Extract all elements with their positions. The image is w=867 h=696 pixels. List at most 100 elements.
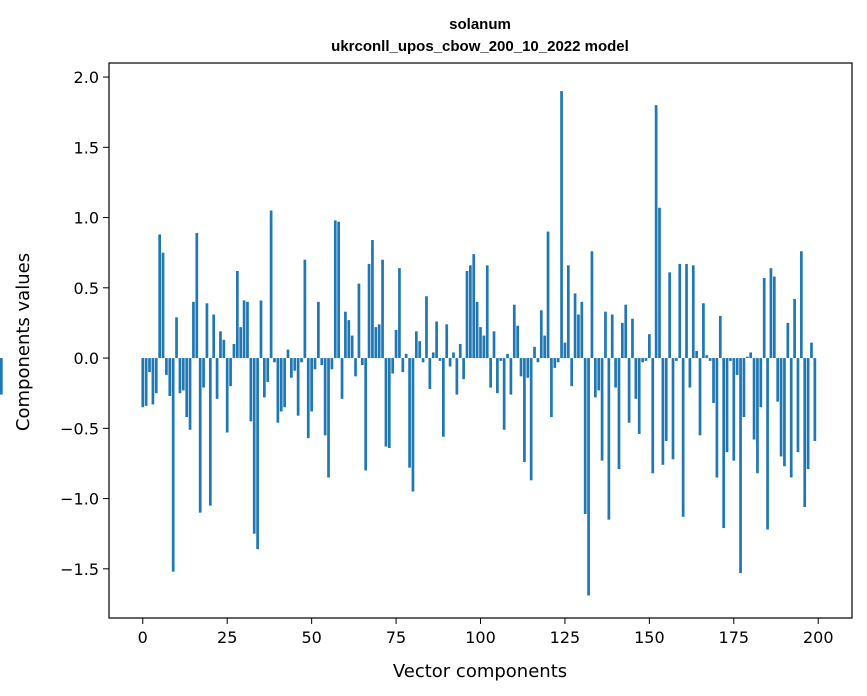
bar-90 — [445, 324, 449, 359]
bar-62 — [350, 335, 354, 359]
bar-70 — [377, 324, 381, 359]
bar-126 — [566, 265, 570, 359]
bar-120 — [546, 231, 550, 359]
bar-51 — [313, 358, 317, 370]
chart-subtitle: ukrconll_upos_cbow_200_10_2022 model — [331, 38, 629, 55]
x-tick-label: 175 — [719, 628, 750, 647]
bar-137 — [604, 311, 607, 359]
bar-89 — [442, 358, 445, 437]
bar-77 — [401, 358, 405, 373]
bar-148 — [641, 358, 644, 363]
bar-173 — [725, 358, 729, 453]
y-tick-label: −0.5 — [60, 419, 99, 438]
bar-190 — [783, 358, 786, 467]
y-tick-label: 0.5 — [74, 279, 99, 298]
bar-98 — [472, 254, 476, 359]
bar-10 — [175, 317, 178, 359]
bar-28 — [235, 270, 239, 359]
bar-14 — [188, 358, 192, 430]
bar-139 — [610, 314, 614, 359]
bar-69 — [374, 327, 378, 359]
bar-78 — [404, 353, 408, 359]
bar-94 — [458, 344, 462, 359]
bar-158 — [675, 358, 678, 361]
bar-96 — [465, 270, 469, 359]
bar-46 — [296, 358, 300, 416]
bar-33 — [252, 358, 256, 534]
bar-132 — [587, 358, 590, 596]
bar-168 — [708, 358, 712, 361]
y-tick-label: −1.0 — [60, 490, 99, 509]
bar-99 — [475, 301, 479, 359]
bar-138 — [607, 358, 611, 520]
bar-65 — [360, 358, 364, 366]
bar-133 — [590, 251, 594, 359]
bar-36 — [263, 358, 266, 398]
bar-167 — [705, 355, 709, 359]
x-tick-label: 50 — [301, 628, 321, 647]
bar-25 — [225, 358, 229, 433]
bar-157 — [671, 358, 675, 460]
bar-176 — [735, 358, 739, 375]
bar-71 — [381, 259, 384, 359]
bar-142 — [620, 322, 624, 359]
y-tick-label: 0.0 — [74, 349, 99, 368]
bar-155 — [664, 358, 668, 441]
bar-154 — [661, 358, 665, 465]
bar-160 — [681, 358, 685, 517]
bar-185 — [766, 358, 769, 530]
bar-165 — [698, 358, 702, 436]
bar-181 — [752, 358, 756, 440]
bars-group — [0, 91, 817, 596]
bar-52 — [317, 301, 320, 359]
bar-183 — [759, 358, 763, 408]
plot-frame — [108, 62, 853, 619]
bar-187 — [772, 276, 776, 359]
bar-119 — [543, 335, 547, 359]
bar-114 — [526, 358, 530, 378]
x-tick-label: 125 — [550, 628, 581, 647]
bar-29 — [239, 327, 243, 359]
bar-21 — [212, 314, 216, 359]
bar-140 — [614, 358, 617, 388]
y-tick-label: 2.0 — [74, 68, 99, 87]
bar-134 — [593, 358, 597, 398]
bar-72 — [384, 358, 388, 447]
y-tick-label: 1.5 — [74, 138, 99, 157]
bar-164 — [695, 351, 698, 359]
bar-54 — [323, 358, 327, 436]
bar-100 — [479, 327, 482, 359]
bar-175 — [732, 358, 736, 461]
bar-53 — [320, 358, 324, 366]
bar-159 — [678, 263, 682, 359]
bar-153 — [658, 207, 661, 359]
chart-title: solanum — [449, 16, 511, 33]
bar-113 — [523, 358, 526, 463]
bar-32 — [249, 358, 253, 422]
bar-37 — [266, 358, 270, 382]
bar-117 — [536, 358, 540, 363]
bar-20 — [208, 358, 212, 506]
bar-73 — [387, 358, 391, 448]
bar-106 — [499, 358, 503, 361]
bar-97 — [469, 265, 472, 359]
bar-178 — [742, 358, 746, 418]
bar-91 — [448, 358, 452, 367]
x-tick-label: 75 — [386, 628, 406, 647]
bar-38 — [269, 210, 273, 359]
bar-5 — [158, 234, 162, 359]
bar-9 — [171, 358, 175, 572]
bar-191 — [786, 322, 790, 359]
bar-93 — [455, 358, 459, 395]
x-tick-label: 100 — [465, 628, 496, 647]
bar-150 — [648, 334, 651, 359]
bar-45 — [293, 358, 297, 371]
bar-0 — [141, 358, 145, 408]
bar-44 — [290, 358, 293, 378]
bar-3 — [151, 358, 155, 405]
bar-92 — [452, 352, 455, 359]
bar-127 — [570, 358, 574, 387]
bar-12 — [181, 358, 185, 391]
x-tick-label: 0 — [138, 628, 148, 647]
bar-82 — [418, 341, 422, 359]
